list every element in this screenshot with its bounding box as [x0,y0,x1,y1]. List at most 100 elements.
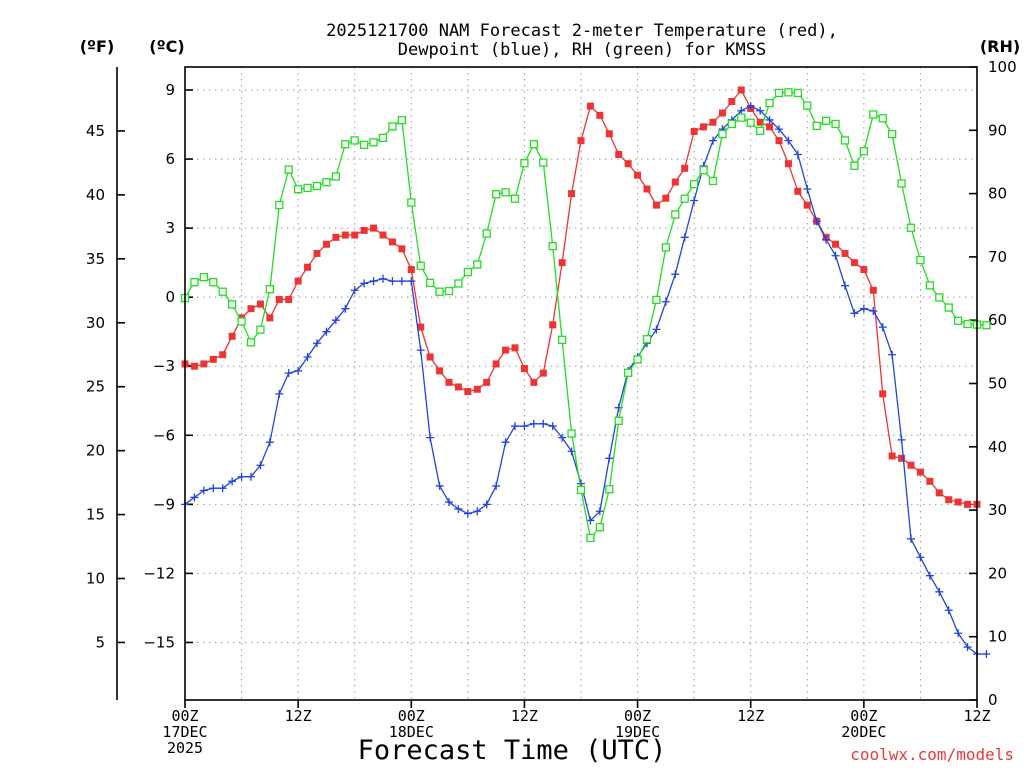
rh-point [671,210,680,219]
dewpoint-point [869,306,878,315]
dewpoint-point [322,327,331,336]
dewpoint-point [190,493,199,502]
dewpoint-point [831,251,840,260]
temperature-point [596,111,604,119]
chart-title-line-2: Dewpoint (blue), RH (green) for KMSS [398,40,766,60]
rh-point [246,338,256,347]
dewpoint-point [275,389,284,398]
plot-frame [184,66,978,701]
temperature-point [624,160,632,168]
temperature-point [407,266,415,274]
dewpoint-point [756,106,765,115]
dewpoint-point [294,366,303,375]
temperature-point [605,130,613,138]
time-tick-label: 18DEC [389,723,434,741]
rh-point [859,147,869,156]
temperature-point [228,332,236,340]
dewpoint-point [426,433,435,442]
temperature-point [360,226,368,234]
temperature-point [850,259,858,267]
dewpoint-point [595,507,604,516]
temperature-point [634,171,642,179]
dewpoint-point [652,325,661,334]
temperature-point [398,245,406,253]
rh-point [605,485,614,494]
rh-point [680,194,689,203]
dewpoint-point [482,500,491,509]
dewpoint-point [671,270,680,279]
rh-point [218,287,227,296]
rh-point [444,286,454,296]
rh-tick-label: 90 [988,121,1007,139]
rh-point [953,316,963,325]
temperature-point [549,321,557,329]
temperature-point [728,98,736,106]
rh-tick-label: 100 [988,58,1017,76]
dewpoint-point [256,461,265,470]
temperature-point [511,344,519,352]
rh-point [652,295,661,305]
temperature-point [285,295,293,303]
rh-point [623,368,633,377]
dewpoint-point [737,106,746,115]
rh-point [322,178,331,187]
series-1 [181,102,991,658]
time-tick-label: 2025 [167,739,203,757]
temperature-point [219,351,227,359]
dewpoint-point [586,516,595,525]
rh-point [916,255,925,265]
dewpoint-point [793,150,802,159]
temperature-point [332,233,340,241]
time-tick-label: 12Z [737,707,764,725]
temperature-point [464,388,472,396]
time-tick-label: 20DEC [841,723,886,741]
dewpoint-point [435,481,444,490]
temperature-point [690,127,698,135]
rh-tick-label: 0 [988,691,998,709]
rh-point [303,183,312,193]
dewpoint-point [445,498,453,507]
chart-title-line-1: 2025121700 NAM Forecast 2-meter Temperat… [326,21,838,41]
temperature-point [190,362,198,370]
dewpoint-point [379,274,387,283]
rh-point [293,185,303,194]
rh-point [369,138,378,147]
rh-point [633,355,642,364]
dewpoint-point [859,304,868,313]
temperature-point [784,160,792,168]
rh-point [595,523,605,532]
fahrenheit-tick-label: 20 [86,442,105,460]
dewpoint-point [209,484,218,493]
dewpoint-point [218,484,227,493]
temperature-point [483,378,491,386]
temperature-point [322,240,330,248]
temperature-point [275,295,283,303]
dewpoint-point [511,422,519,431]
celsius-unit-label: (ºC) [149,37,184,56]
rh-point [312,181,322,191]
dewpoint-point [916,553,925,562]
series-2 [180,88,991,543]
dewpoint-point [812,217,821,226]
dewpoint-point [369,277,378,286]
rh-point [331,172,341,181]
dewpoint-point [925,571,934,580]
temperature-point [888,452,896,460]
temperature-point [454,383,462,391]
temperature-point [379,231,387,239]
time-tick-label: 00Z [398,707,425,725]
dewpoint-point [878,323,887,332]
rh-point [755,126,765,136]
rh-tick-label: 20 [988,564,1007,582]
dewpoint-point [775,125,783,134]
dewpoint-point [841,281,849,290]
dewpoint-point [907,534,915,543]
dewpoint-point [265,438,274,447]
rh-point [737,113,746,122]
temperature-point [539,369,547,377]
fahrenheit-tick-label: 30 [86,314,105,332]
dewpoint-point [341,304,350,313]
dewpoint-point [303,353,312,362]
temperature-point [643,185,651,193]
rh-point [209,278,218,287]
